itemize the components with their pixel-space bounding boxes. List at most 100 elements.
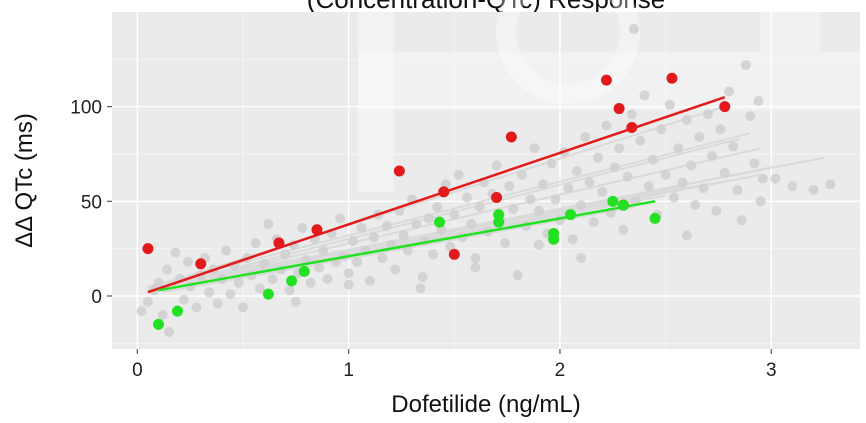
background-point [628,24,639,35]
background-point [702,109,713,120]
background-point [588,217,599,228]
background-point [635,135,646,146]
background-point [343,279,354,290]
red-point [505,131,517,143]
green-point [172,305,184,317]
background-point [749,158,760,169]
background-point [808,184,819,195]
background-point [681,114,692,125]
background-point [685,160,696,171]
y-tick-label: 100 [70,98,102,119]
y-axis-title: ΔΔ QTc (ms) [11,113,38,248]
x-axis-ticks: 0 1 2 3 [132,349,777,381]
background-point [626,109,637,120]
background-point [423,213,434,224]
background-point [225,289,236,300]
green-point [152,318,164,330]
background-point [417,272,428,283]
background-point [715,124,726,135]
green-point [649,212,661,224]
background-point [736,215,747,226]
background-point [622,171,633,182]
green-point [262,288,274,300]
background-point [664,99,675,110]
background-point [723,86,734,97]
green-point [493,216,505,228]
background-point [221,245,232,256]
background-point [576,200,587,211]
background-point [525,194,536,205]
background-point [529,143,540,154]
background-point [711,205,722,216]
major-gridlines [112,12,860,349]
background-point [377,253,388,264]
red-point [626,121,638,133]
background-point [238,302,249,313]
background-point [770,173,781,184]
x-tick-label: 1 [343,360,354,381]
background-point [669,192,680,203]
background-point [567,234,578,245]
background-point [516,169,527,180]
background-point [254,283,265,294]
background-point [474,202,485,213]
red-point [393,165,405,177]
background-point [161,264,172,275]
x-tick-label: 0 [132,360,143,381]
background-point [280,249,291,260]
background-point [647,154,658,165]
chart-title: (Concentration-QTc) Response [307,0,665,14]
background-point [290,296,301,307]
background-point [753,95,764,106]
background-point [571,166,582,177]
background-point [335,213,346,224]
highlight-points [142,72,731,330]
background-point [690,200,701,211]
background-point [164,326,175,337]
background-point [318,245,329,256]
background-point [757,173,768,184]
background-point [432,202,443,213]
background-point [660,169,671,180]
background-point [153,277,164,288]
background-point [614,143,625,154]
red-point [438,186,450,198]
background-point [178,294,189,305]
background-point [142,296,153,307]
background-point [233,277,244,288]
background-point [592,152,603,163]
green-point [565,209,577,221]
background-point [504,181,515,192]
background-point [538,179,549,190]
background-point [533,205,544,216]
background-point [732,184,743,195]
x-tick-label: 2 [555,360,566,381]
background-point [694,131,705,142]
background-point [453,169,464,180]
background-point [755,196,766,207]
green-point [607,195,619,207]
background-point [656,124,667,135]
background-point [267,273,278,284]
red-point [311,224,323,236]
background-point [728,141,739,152]
background-point [740,60,751,71]
background-point [643,181,654,192]
background-point [597,186,608,197]
background-point [500,237,511,248]
x-tick-label: 3 [766,360,777,381]
background-point [719,167,730,178]
background-point [461,192,472,203]
background-point [673,143,684,154]
background-point [639,90,650,101]
background-point [204,287,215,298]
background-point [343,268,354,279]
background-point [470,253,481,264]
background-point [698,183,709,194]
green-point [298,265,310,277]
background-point [402,245,413,256]
background-point [428,249,439,260]
background-point [491,160,502,171]
minor-gridlines [112,12,860,349]
